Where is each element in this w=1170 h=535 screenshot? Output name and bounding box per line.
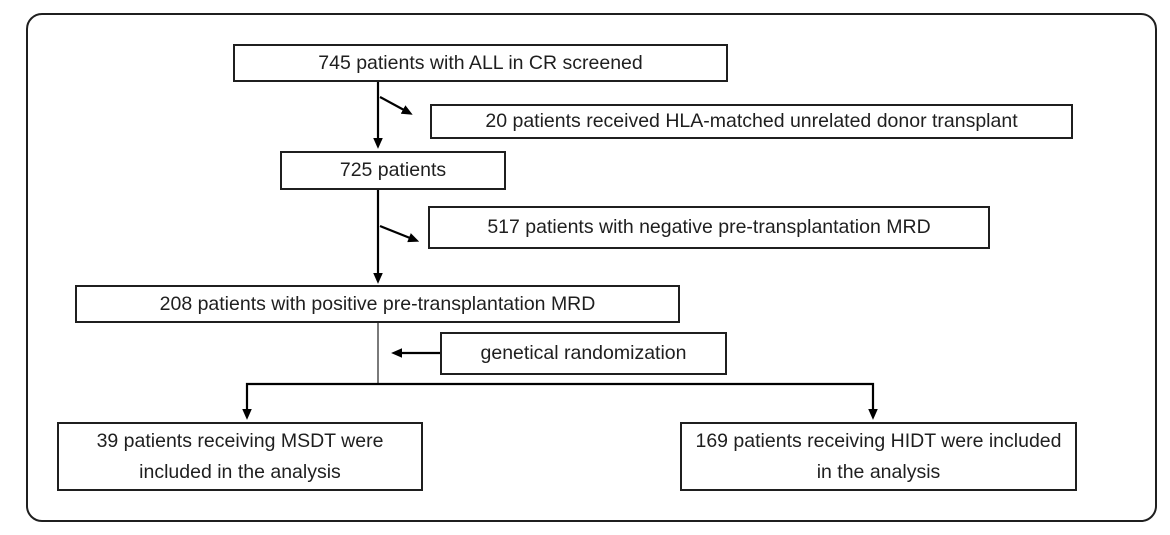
box-mrd-positive-label: 208 patients with positive pre-transplan… [159, 292, 596, 315]
diagram-outer-border [26, 13, 1157, 522]
box-725-patients-label: 725 patients [339, 159, 447, 182]
box-screened: 745 patients with ALL in CR screened [233, 44, 728, 82]
box-725-patients: 725 patients [280, 151, 506, 190]
box-msdt-arm: 39 patients receiving MSDT were included… [57, 422, 423, 491]
box-unrelated-donor-label: 20 patients received HLA-matched unrelat… [485, 110, 1018, 133]
box-screened-label: 745 patients with ALL in CR screened [318, 51, 643, 74]
box-unrelated-donor-excluded: 20 patients received HLA-matched unrelat… [430, 104, 1073, 139]
box-genetical-randomization-label: genetical randomization [480, 342, 687, 365]
box-mrd-positive: 208 patients with positive pre-transplan… [75, 285, 680, 323]
box-msdt-arm-label: 39 patients receiving MSDT were included… [96, 430, 384, 483]
box-hidt-arm-label: 169 patients receiving HIDT were include… [695, 430, 1062, 483]
box-mrd-negative-excluded: 517 patients with negative pre-transplan… [428, 206, 990, 249]
box-hidt-arm: 169 patients receiving HIDT were include… [680, 422, 1077, 491]
box-mrd-negative-label: 517 patients with negative pre-transplan… [487, 216, 931, 239]
box-genetical-randomization: genetical randomization [440, 332, 727, 375]
